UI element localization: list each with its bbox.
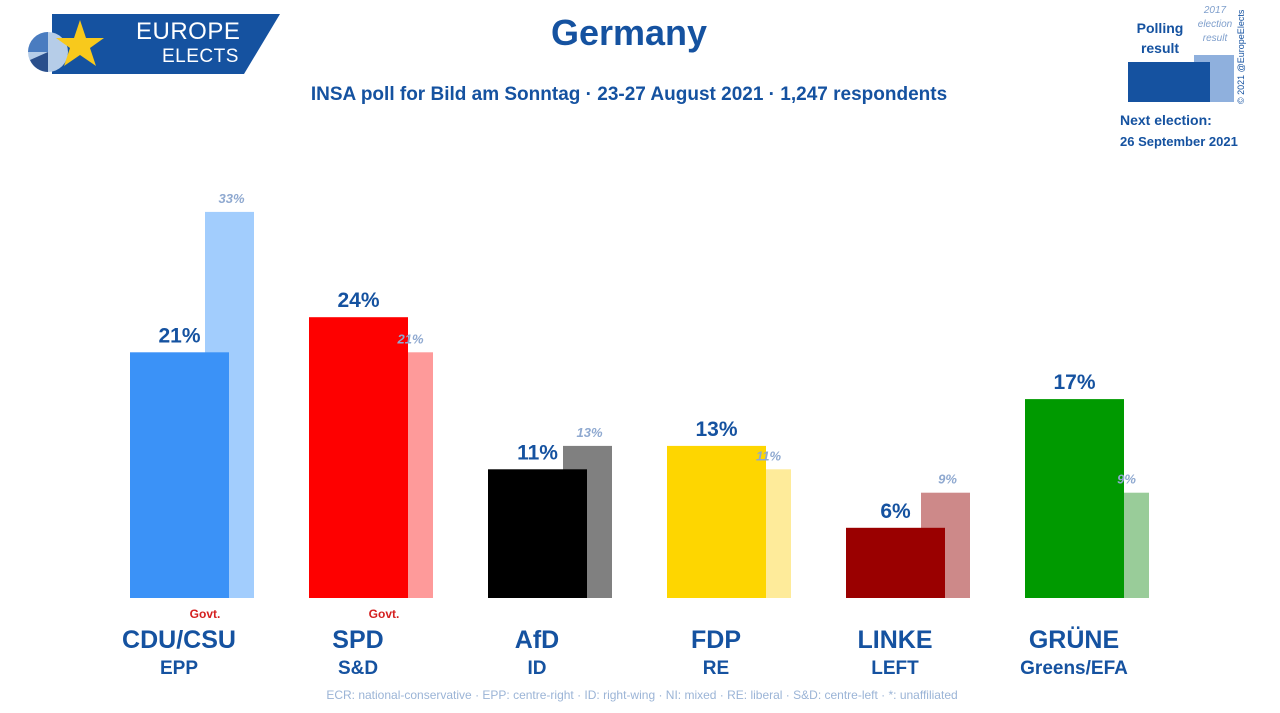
polling-result-bar (130, 352, 229, 598)
polling-value-label: 21% (158, 324, 200, 347)
previous-value-label: 21% (396, 331, 423, 346)
ep-group-label: EPP (160, 658, 198, 679)
ep-group-label: S&D (338, 658, 378, 679)
chart-subtitle: INSA poll for Bild am Sonntag · 23-27 Au… (310, 84, 948, 105)
polling-result-bar (488, 469, 587, 598)
legend-polling-label: Polling result (1136, 20, 1184, 56)
polling-value-label: 6% (880, 500, 911, 523)
previous-value-label: 33% (218, 191, 244, 206)
party-name-label: SPD (332, 626, 383, 654)
party-name-label: LINKE (858, 626, 933, 654)
party-name-label: AfD (515, 626, 559, 654)
logo-graphic (28, 14, 280, 74)
europe-elects-logo: EUROPE ELECTS (22, 14, 280, 74)
legend-key: Polling result 2017 election result (1110, 4, 1270, 154)
polling-value-label: 13% (695, 418, 737, 441)
polling-value-label: 11% (517, 441, 558, 464)
next-election-label: Next election: (1120, 112, 1212, 128)
party-name-label: CDU/CSU (122, 626, 236, 654)
logo-text-elects: ELECTS (162, 46, 239, 67)
polling-result-bar (309, 317, 408, 598)
ep-group-label: ID (528, 658, 547, 679)
polling-value-label: 24% (337, 289, 379, 312)
chart-title: Germany (550, 12, 708, 53)
previous-value-label: 13% (576, 425, 602, 440)
party-name-label: FDP (691, 626, 741, 654)
polling-result-bar (1025, 399, 1124, 598)
government-label: Govt. (369, 607, 400, 621)
polling-result-bar (667, 445, 766, 598)
legend-polling-swatch (1128, 62, 1210, 102)
government-label: Govt. (190, 607, 221, 621)
polling-result-bar (846, 527, 945, 598)
footnote: ECR: national-conservative · EPP: centre… (326, 688, 958, 702)
previous-value-label: 9% (1117, 472, 1136, 487)
previous-value-label: 11% (756, 448, 781, 463)
previous-value-label: 9% (938, 472, 957, 487)
ep-group-label: Greens/EFA (1020, 658, 1128, 679)
ep-group-label: LEFT (871, 658, 919, 679)
next-election-date: 26 September 2021 (1120, 134, 1238, 149)
polling-value-label: 17% (1053, 371, 1095, 394)
party-name-label: GRÜNE (1029, 625, 1119, 654)
logo-text-europe: EUROPE (136, 18, 241, 45)
ep-group-label: RE (703, 658, 729, 679)
legend-previous-label: 2017 election result (1197, 5, 1233, 44)
